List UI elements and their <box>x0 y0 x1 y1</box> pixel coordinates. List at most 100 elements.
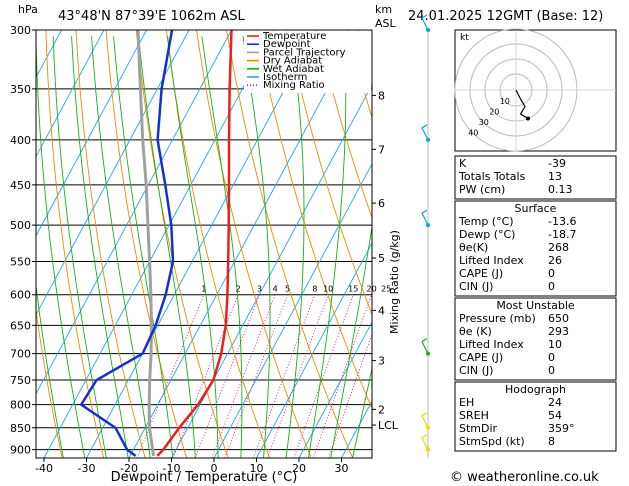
most-unstable-label: Pressure (mb) <box>459 312 536 325</box>
altitude-tick-label: 2 <box>378 403 385 416</box>
hodograph-stats-label: SREH <box>459 409 489 422</box>
index-row-value: -39 <box>548 157 566 170</box>
hodograph-stats-value: 54 <box>548 409 562 422</box>
hodograph-frame <box>454 29 617 152</box>
index-row-label: K <box>459 157 467 170</box>
index-row-value: 0.13 <box>548 183 573 196</box>
surface-label: CAPE (J) <box>459 267 503 280</box>
dry-adiabat-line <box>105 30 188 458</box>
mixing-ratio-lines <box>136 294 372 458</box>
temperature-tick-label: 10 <box>250 462 264 475</box>
wet-adiabat-line <box>307 36 347 458</box>
pressure-axis: 300 350 400 450 500 550 600 650 700 750 800 850 900 <box>10 24 36 457</box>
mixing-ratio-label: 5 <box>285 285 290 294</box>
wet-adiabat-line <box>285 36 305 458</box>
hodograph-trace <box>515 89 529 120</box>
isotherm-line <box>36 30 190 316</box>
wind-barb <box>421 434 429 450</box>
pressure-tick-label: 800 <box>10 399 31 412</box>
hodograph-stats-label: StmSpd (kt) <box>459 435 525 448</box>
surface-value: 0 <box>548 267 555 280</box>
hodograph-end-point <box>526 116 530 121</box>
hodograph-ring-label: 40 <box>468 129 478 138</box>
surface-label: CIN (J) <box>459 280 493 293</box>
wind-barb <box>421 209 429 226</box>
most-unstable-value: 10 <box>548 338 562 351</box>
altitude-tick-label: 8 <box>378 89 385 102</box>
isotherm-line <box>43 30 275 458</box>
pressure-tick-label: 700 <box>10 348 31 361</box>
hodograph-stats-value: 359° <box>548 422 575 435</box>
sounding-profiles <box>79 30 233 457</box>
pressure-tick-label: 750 <box>10 374 31 387</box>
legend-label: Dewpoint <box>263 39 311 50</box>
temperature-tick-label: -10 <box>163 462 181 475</box>
dry-adiabat-line <box>75 30 146 458</box>
temperature-line <box>156 30 233 457</box>
wet-adiabat-line <box>167 36 219 458</box>
hodograph-stats-box <box>454 381 617 452</box>
altitude-tick-label: 5 <box>378 252 385 265</box>
mixing-ratio-label: 10 <box>323 285 333 294</box>
wet-adiabat-line <box>52 36 107 458</box>
altitude-tick-label: 3 <box>378 355 385 368</box>
indices-table: K -39 Totals Totals 13 PW (cm) 0.13 SurfaceTem… <box>454 155 617 452</box>
dry-adiabat-line <box>286 30 372 316</box>
surface-value: 0 <box>548 280 555 293</box>
most-unstable-label: CIN (J) <box>459 364 493 377</box>
dry-adiabat-line <box>36 306 63 458</box>
mixing-ratio-line <box>252 294 316 458</box>
dry-adiabat-line <box>618 30 629 458</box>
mixing-ratio-line <box>312 294 372 458</box>
isotherm-line <box>86 30 317 458</box>
pressure-tick-label: 550 <box>10 256 31 269</box>
mixing-ratio-line <box>267 294 329 458</box>
index-row-label: PW (cm) <box>459 183 505 196</box>
dry-adiabat-line <box>256 30 372 410</box>
mixing-ratio-label: 8 <box>312 285 317 294</box>
hodograph-stats-title: Hodograph <box>505 383 566 396</box>
most-unstable-label: Lifted Index <box>459 338 524 351</box>
surface-box <box>454 200 617 297</box>
mixing-ratio-line <box>224 294 289 458</box>
wind-barb-column <box>421 14 430 458</box>
altitude-tick-label: 7 <box>378 143 385 156</box>
surface-value: -18.7 <box>548 228 576 241</box>
pressure-unit-label: hPa <box>18 3 38 16</box>
mixing-ratio-axis-title: Mixing Ratio (g/kg) <box>388 230 401 334</box>
dry-adiabat-lines <box>36 30 629 458</box>
isotherm-line <box>36 30 105 158</box>
surface-value: 26 <box>548 254 562 267</box>
mixing-ratio-label: 3 <box>257 285 262 294</box>
hodograph-unit: kt <box>460 33 469 43</box>
temperature-tick-label: 30 <box>335 462 349 475</box>
parcel-trajectory-line <box>136 30 155 457</box>
pressure-tick-label: 350 <box>10 83 31 96</box>
location-title: 43°48'N 87°39'E 1062m ASL <box>58 9 246 24</box>
most-unstable-value: 293 <box>548 325 569 338</box>
mixing-ratio-line <box>293 294 354 458</box>
legend-label: Mixing Ratio <box>263 80 325 91</box>
surface-label: θe(K) <box>459 241 488 254</box>
temperature-tick-label: 20 <box>292 462 306 475</box>
isotherm-line <box>128 30 360 458</box>
wet-adiabat-line <box>330 224 372 458</box>
dry-adiabat-line <box>316 30 372 220</box>
surface-label: Dewp (°C) <box>459 228 515 241</box>
surface-label: Lifted Index <box>459 254 524 267</box>
isotherm-line <box>36 30 232 395</box>
wet-adiabat-line <box>352 366 372 458</box>
mixing-ratio-label: 1 <box>201 285 206 294</box>
altitude-tick-label: LCL <box>378 419 399 432</box>
mixing-ratio-label: 4 <box>273 285 278 294</box>
mixing-ratio-line <box>136 294 205 458</box>
dry-adiabat-line <box>165 30 271 458</box>
pressure-tick-label: 300 <box>10 24 31 37</box>
most-unstable-title: Most Unstable <box>496 299 575 312</box>
wet-adiabat-line <box>138 36 196 458</box>
wet-adiabat-line <box>242 36 271 458</box>
index-row-box <box>454 155 617 200</box>
dry-adiabat-line <box>196 30 312 458</box>
wind-barb <box>421 338 429 354</box>
